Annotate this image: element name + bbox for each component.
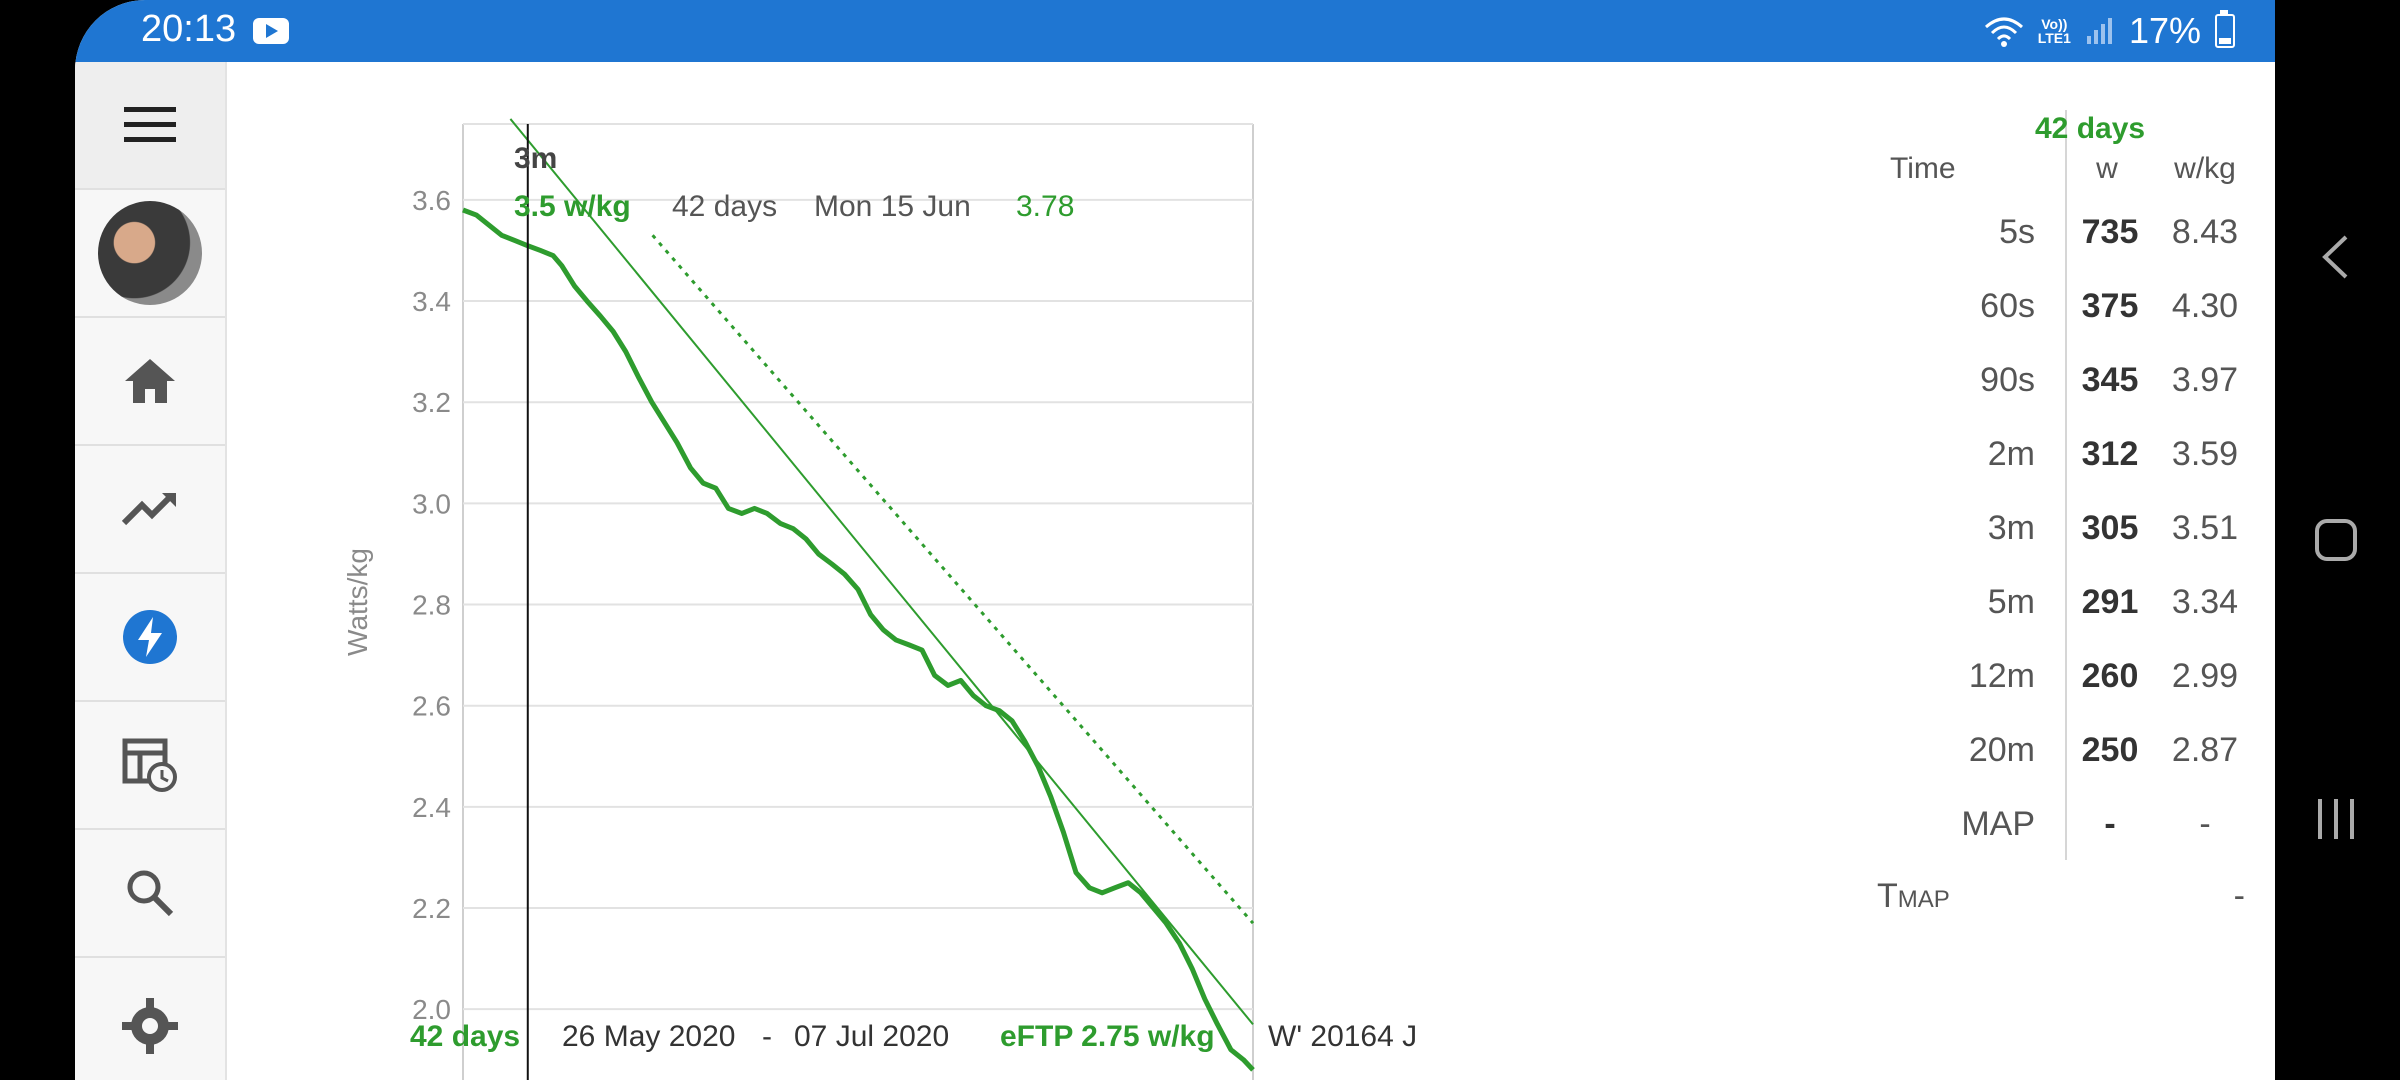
stats-row-wkg: 3.51	[2171, 509, 2239, 547]
nav-settings-button[interactable]	[75, 958, 225, 1080]
profile-button[interactable]	[75, 190, 225, 318]
stats-row-watts: 735	[2081, 213, 2139, 251]
chart-series	[462, 118, 1255, 1072]
y-tick-label: 2.8	[412, 590, 451, 621]
tmap-value: -	[2233, 877, 2245, 915]
cursor-value: 3.5 w/kg	[514, 190, 631, 223]
footer-end-date: 07 Jul 2020	[794, 1020, 950, 1053]
system-nav-bar	[2276, 0, 2400, 1080]
nav-activities-button[interactable]	[75, 702, 225, 830]
y-tick-label: 3.2	[412, 387, 451, 418]
stats-row-wkg: 8.43	[2171, 213, 2239, 251]
trend-icon	[122, 492, 176, 526]
y-axis-ticks: 3.6 3.4 3.2 3.0 2.8 2.6 2.4 2.2 2.0	[412, 185, 451, 1025]
stats-row-watts: 291	[2081, 583, 2139, 621]
stats-row-wkg: 3.34	[2171, 583, 2239, 621]
stats-row-watts: -	[2104, 805, 2116, 843]
stats-row-time: 3m	[1987, 509, 2035, 547]
stats-divider	[2065, 110, 2067, 860]
stats-row-time: 2m	[1987, 435, 2035, 473]
stats-row-time: 5m	[1987, 583, 2035, 621]
status-bar: 20:13 Vo)) LTE1 17%	[75, 0, 2275, 62]
stats-row-wkg: -	[2199, 805, 2211, 843]
chart-grid	[462, 123, 1254, 1080]
model-fit-line	[509, 118, 1254, 1025]
cursor-duration: 3m	[514, 142, 558, 175]
tmap-label: TMAP	[1877, 877, 1950, 915]
stats-row-watts: 345	[2081, 361, 2139, 399]
home-icon	[125, 359, 175, 403]
power-curve-line	[462, 207, 1255, 1072]
wifi-icon	[1984, 17, 2023, 47]
youtube-notification-icon	[253, 18, 289, 44]
footer-separator: -	[762, 1020, 772, 1053]
menu-icon	[124, 107, 176, 142]
cursor-date: Mon 15 Jun	[814, 190, 971, 223]
stats-row-time: 90s	[1980, 361, 2035, 399]
nav-power-button[interactable]	[75, 574, 225, 702]
table-clock-icon	[122, 738, 177, 792]
model-dotted-line	[651, 234, 1255, 925]
avatar	[98, 201, 202, 305]
y-tick-label: 3.0	[412, 488, 451, 519]
stats-row-wkg: 2.87	[2171, 731, 2239, 769]
footer-eftp: eFTP 2.75 w/kg	[1000, 1020, 1215, 1053]
stats-row-time: 60s	[1980, 287, 2035, 325]
signal-icon	[2086, 18, 2112, 44]
stats-row-wkg: 2.99	[2171, 657, 2239, 695]
nav-fitness-button[interactable]	[75, 446, 225, 574]
y-tick-label: 2.6	[412, 691, 451, 722]
stats-col-w: w	[2096, 152, 2118, 185]
footer-wprime: W' 20164 J	[1268, 1020, 1418, 1053]
stats-row-time: MAP	[1961, 805, 2035, 843]
search-icon	[127, 870, 174, 917]
side-nav	[75, 62, 227, 1080]
y-tick-label: 3.6	[412, 185, 451, 216]
nav-search-button[interactable]	[75, 830, 225, 958]
status-time: 20:13	[141, 8, 237, 50]
y-tick-label: 2.4	[412, 792, 451, 823]
stats-row-time: 5s	[1999, 213, 2035, 251]
menu-button[interactable]	[75, 62, 225, 190]
stats-row-watts: 305	[2081, 509, 2139, 547]
app-screen: 20:13 Vo)) LTE1 17%	[75, 0, 2275, 1080]
stats-row-watts: 312	[2081, 435, 2139, 473]
stats-row-watts: 260	[2081, 657, 2139, 695]
stats-row-watts: 375	[2081, 287, 2139, 325]
stats-col-time: Time	[1890, 152, 1956, 185]
stats-col-wkg: w/kg	[2174, 152, 2236, 185]
y-tick-label: 3.4	[412, 286, 451, 317]
y-tick-label: 2.2	[412, 893, 451, 924]
stats-header-period: 42 days	[2035, 112, 2146, 145]
power-curve-chart[interactable]: 3.6 3.4 3.2 3.0 2.8 2.6 2.4 2.2 2.0 Watts/kg	[225, 62, 1355, 1080]
cursor-period: 42 days	[672, 190, 778, 223]
stats-row-watts: 250	[2081, 731, 2139, 769]
battery-percent: 17%	[2128, 10, 2201, 51]
stats-row-time: 12m	[1968, 657, 2035, 695]
nav-home-button[interactable]	[75, 318, 225, 446]
back-icon[interactable]	[2320, 234, 2350, 280]
y-axis-title: Watts/kg	[342, 548, 373, 656]
home-nav-icon[interactable]	[2314, 518, 2358, 562]
settings-icon	[122, 998, 178, 1054]
battery-icon	[2215, 10, 2235, 48]
y-tick-label: 2.0	[412, 994, 451, 1025]
stats-row-wkg: 3.59	[2171, 435, 2239, 473]
stats-row-wkg: 3.97	[2171, 361, 2239, 399]
cursor-model-value: 3.78	[1016, 190, 1075, 223]
stats-row-wkg: 4.30	[2171, 287, 2239, 325]
footer-start-date: 26 May 2020	[562, 1020, 736, 1053]
power-icon	[123, 610, 177, 664]
footer-period: 42 days	[410, 1020, 521, 1053]
lte-indicator: Vo)) LTE1	[2037, 16, 2071, 46]
recents-icon[interactable]	[2314, 796, 2358, 842]
status-icons: Vo)) LTE1 17%	[1984, 8, 2235, 54]
stats-row-time: 20m	[1968, 731, 2035, 769]
